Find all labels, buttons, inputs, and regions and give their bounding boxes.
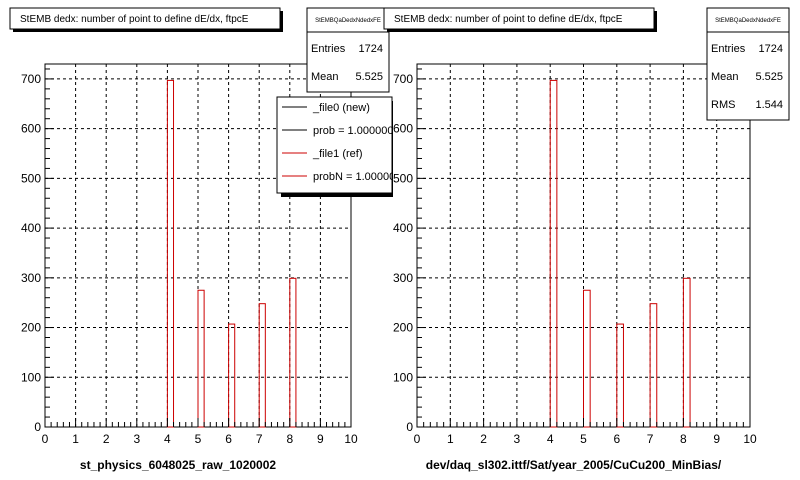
chart-title: StEMB dedx: number of point to define dE… [20, 14, 249, 25]
x-tick-label: 9 [713, 432, 720, 446]
stats-label: Mean [711, 71, 739, 83]
histogram-bar [649, 303, 658, 428]
histogram-bar [258, 303, 266, 428]
x-axis-title: dev/daq_sl302.ittf/Sat/year_2005/CuCu200… [426, 458, 722, 472]
stats-value: 5.525 [355, 71, 383, 83]
x-tick-label: 2 [480, 432, 487, 446]
histogram-panel-1: 0 1 2 3 4 5 6 7 8 9 100100200300400500600700st_phy… [9, 7, 401, 472]
x-tick-label: 3 [133, 432, 140, 446]
stats-value: 5.525 [755, 71, 783, 83]
stats-label: Mean [311, 71, 339, 83]
y-tick-label: 500 [393, 171, 413, 185]
legend: _file0 (new) prob = 1.000000 _file1 (ref) p… [276, 96, 401, 197]
x-tick-label: 0 [42, 432, 49, 446]
x-tick-label: 2 [103, 432, 110, 446]
y-tick-label: 300 [21, 271, 41, 285]
x-tick-label: 5 [580, 432, 587, 446]
x-tick-label: 10 [344, 432, 358, 446]
x-tick-label: 1 [447, 432, 454, 446]
chart-title: StEMB dedx: number of point to define dE… [394, 14, 623, 25]
x-tick-label: 9 [317, 432, 324, 446]
y-tick-label: 400 [21, 221, 41, 235]
stats-box: StEMBQaDedxNdedxFE Entries 1724 Mean 5.525 [306, 7, 390, 93]
stats-box-frame [306, 7, 390, 93]
y-tick-label: 600 [393, 122, 413, 136]
x-tick-label: 7 [256, 432, 263, 446]
histogram-bar [616, 323, 624, 428]
x-tick-label: 3 [514, 432, 521, 446]
x-tick-label: 1 [72, 432, 79, 446]
title-box [383, 7, 655, 30]
y-tick-label: 200 [21, 321, 41, 335]
stats-label: Entries [711, 43, 746, 55]
stats-box-frame [706, 7, 790, 121]
y-tick-label: 400 [393, 221, 413, 235]
x-tick-label: 8 [286, 432, 293, 446]
y-tick-label: 700 [21, 72, 41, 86]
x-tick-label: 4 [164, 432, 171, 446]
y-tick-label: 100 [21, 370, 41, 384]
x-axis-title: st_physics_6048025_raw_1020002 [80, 458, 276, 472]
stats-label: RMS [711, 99, 735, 111]
histogram-bar [549, 79, 558, 428]
x-tick-label: 6 [225, 432, 232, 446]
y-tick-label: 200 [393, 321, 413, 335]
histogram-panel-2: 0 1 2 3 4 5 6 7 8 9 100100200300400500600700dev/da… [383, 7, 790, 472]
x-tick-label: 10 [743, 432, 757, 446]
y-tick-label: 0 [406, 420, 413, 434]
legend-entry-label: _file1 (ref) [312, 148, 363, 160]
y-tick-label: 700 [393, 72, 413, 86]
histogram-bar [289, 277, 297, 428]
x-tick-label: 8 [680, 432, 687, 446]
stats-label: Entries [311, 43, 346, 55]
y-tick-label: 600 [21, 122, 41, 136]
y-tick-label: 100 [393, 370, 413, 384]
legend-frame [276, 96, 393, 194]
x-tick-label: 0 [414, 432, 421, 446]
stats-box: StEMBQaDedxNdedxFE Entries 1724 Mean 5.525 RM… [706, 7, 790, 121]
x-tick-label: 7 [647, 432, 654, 446]
stats-box-name: StEMBQaDedxNdedxFE [715, 18, 781, 24]
x-tick-label: 4 [547, 432, 554, 446]
x-tick-label: 5 [195, 432, 202, 446]
legend-entry-label: _file0 (new) [312, 102, 370, 114]
histogram-bar [682, 277, 691, 428]
histogram-bar [228, 323, 236, 428]
stats-box-name: StEMBQaDedxNdedxFE [315, 18, 381, 24]
histogram-bar [197, 289, 205, 428]
y-tick-label: 500 [21, 171, 41, 185]
y-tick-label: 300 [393, 271, 413, 285]
x-tick-label: 6 [613, 432, 620, 446]
histogram-bar [583, 289, 591, 428]
stats-value: 1724 [359, 43, 383, 55]
histogram-bar [166, 79, 175, 428]
legend-entry-label: probN = 1.000000 [313, 171, 401, 183]
title-box [9, 7, 281, 30]
stats-value: 1724 [759, 43, 783, 55]
legend-entry-label: prob = 1.000000 [313, 125, 393, 137]
stats-value: 1.544 [755, 99, 783, 111]
y-tick-label: 0 [34, 420, 41, 434]
